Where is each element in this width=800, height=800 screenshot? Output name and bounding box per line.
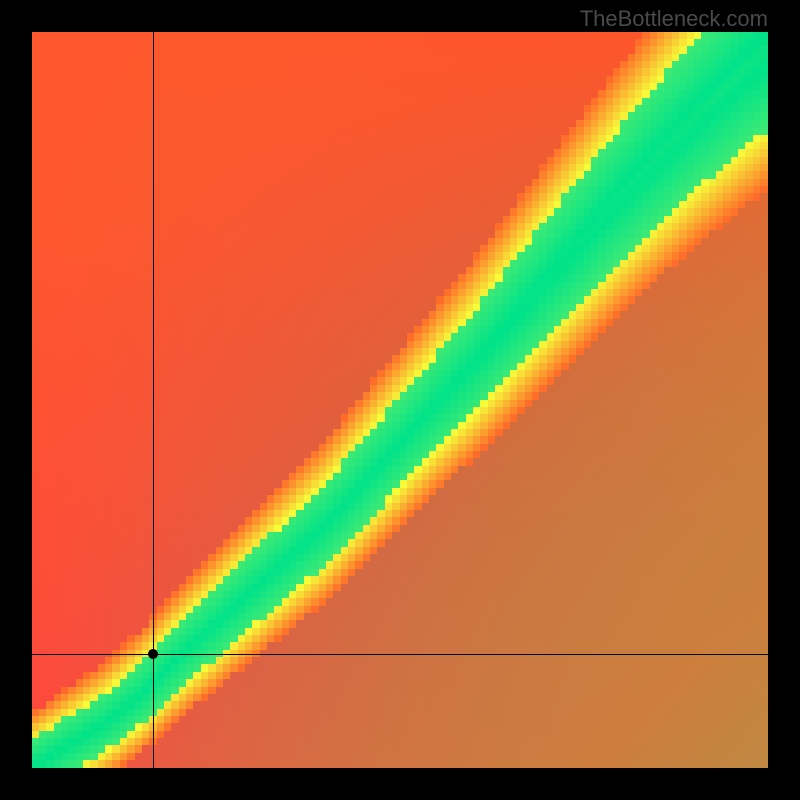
crosshair-horizontal bbox=[32, 654, 768, 655]
plot-area bbox=[32, 32, 768, 768]
crosshair-marker bbox=[148, 649, 158, 659]
bottleneck-heatmap bbox=[32, 32, 768, 768]
watermark-text: TheBottleneck.com bbox=[580, 6, 768, 32]
